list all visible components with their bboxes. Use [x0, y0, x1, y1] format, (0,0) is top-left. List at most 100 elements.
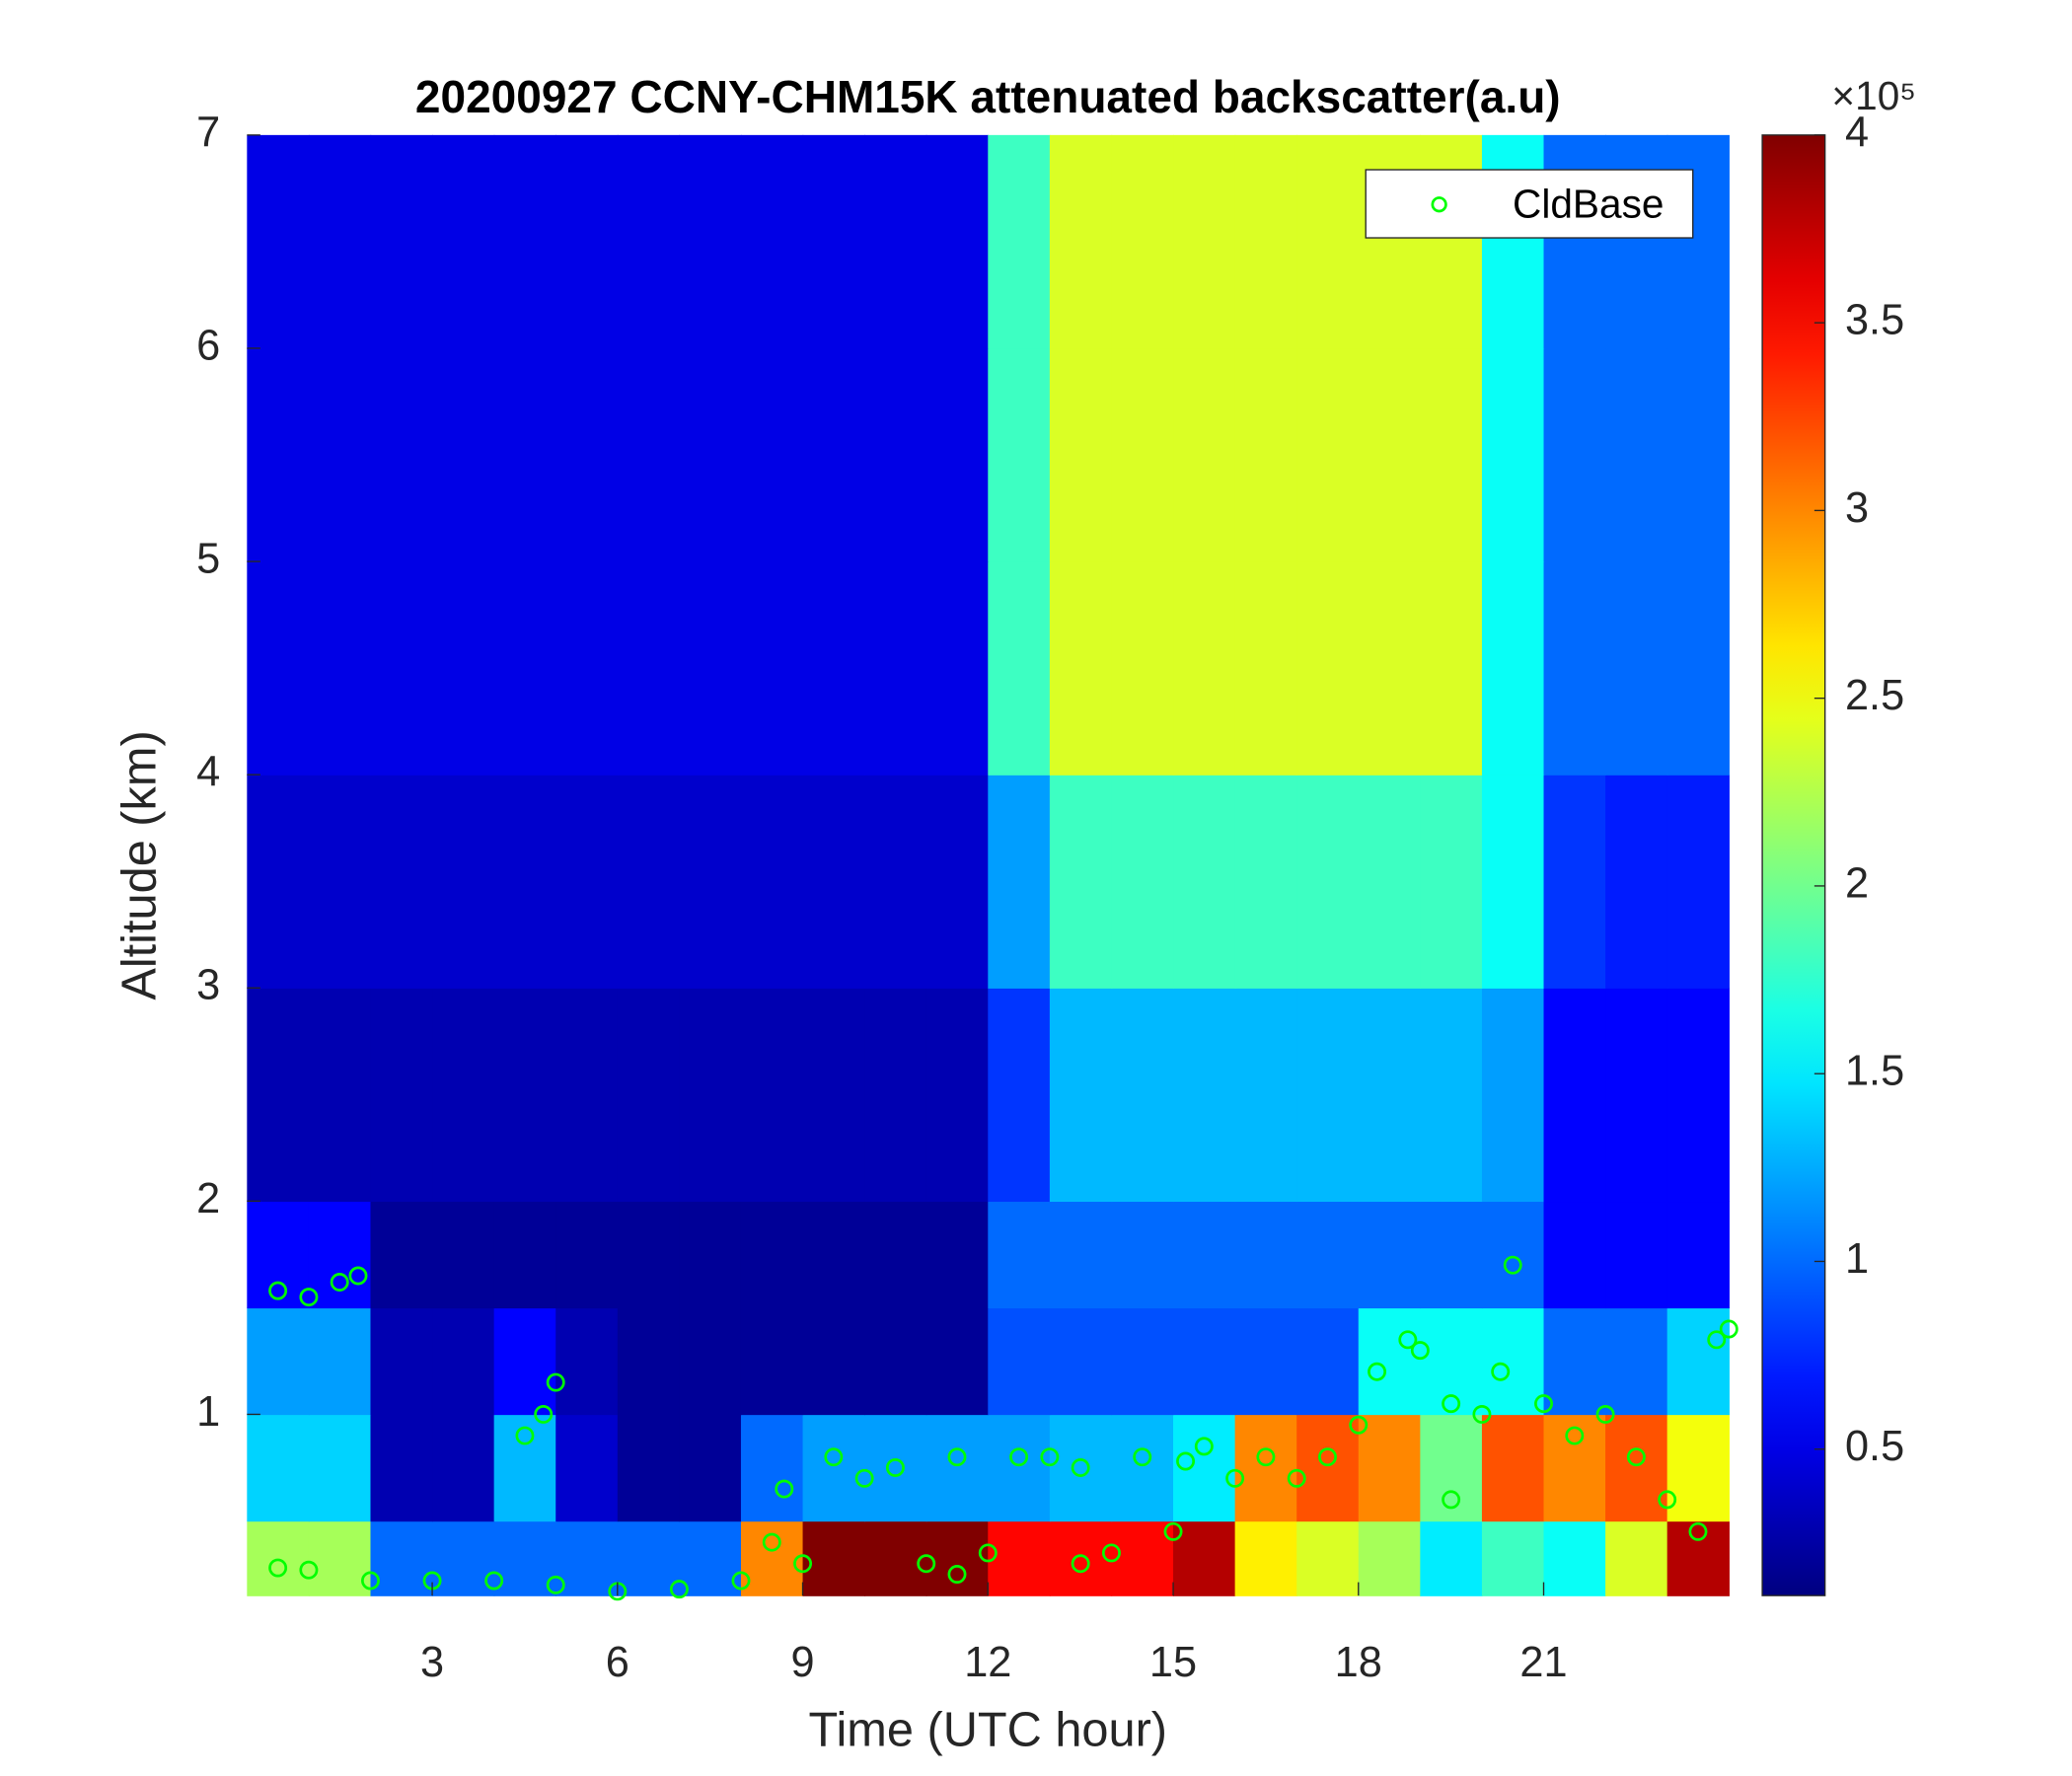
heatmap-cell	[308, 988, 372, 1203]
heatmap-cell	[370, 347, 433, 562]
heatmap-cell	[617, 1307, 681, 1416]
heatmap-cell	[370, 1307, 433, 1416]
heatmap-cell	[1543, 988, 1606, 1203]
heatmap-cell	[1420, 1414, 1483, 1522]
heatmap-cell	[617, 347, 681, 562]
cloud-base-point	[484, 1571, 504, 1591]
heatmap-cell	[1296, 1201, 1360, 1309]
heatmap-cell	[988, 347, 1051, 562]
cloud-base-point	[1398, 1330, 1418, 1350]
heatmap-cell	[925, 561, 989, 776]
cloud-base-point	[1101, 1543, 1121, 1563]
heatmap-cell	[247, 347, 310, 562]
heatmap-cell	[493, 134, 556, 349]
heatmap-cell	[1358, 1307, 1422, 1416]
heatmap-cell	[1666, 1414, 1730, 1522]
heatmap-cell	[370, 1201, 433, 1309]
heatmap-cell	[1543, 1307, 1606, 1416]
cloud-base-point	[1410, 1341, 1430, 1361]
cloud-base-point	[1503, 1255, 1522, 1275]
heatmap-cell	[493, 1520, 556, 1596]
heatmap-cell	[679, 775, 742, 989]
heatmap-cell	[1481, 134, 1545, 349]
heatmap-cell	[1049, 561, 1113, 776]
heatmap-cell	[432, 347, 495, 562]
heatmap-cell	[247, 134, 310, 349]
heatmap-cell	[925, 1201, 989, 1309]
chart-title: 20200927 CCNY-CHM15K attenuated backscat…	[415, 71, 1561, 122]
heatmap-cell	[1296, 561, 1360, 776]
heatmap-cell	[1234, 1414, 1297, 1522]
heatmap-cell	[802, 561, 865, 776]
heatmap-cell	[740, 1414, 804, 1522]
heatmap-cell	[1420, 988, 1483, 1203]
heatmap-cell	[1234, 1201, 1297, 1309]
heatmap-cell	[988, 1307, 1051, 1416]
heatmap-cell	[555, 1307, 619, 1416]
heatmap-cell	[864, 561, 927, 776]
heatmap-cell	[493, 561, 556, 776]
heatmap-cell	[1111, 134, 1174, 349]
heatmap-cell	[555, 561, 619, 776]
heatmap-cell	[1049, 988, 1113, 1203]
heatmap-cell	[617, 1414, 681, 1522]
cloud-base-point	[361, 1571, 380, 1591]
heatmap-cell	[1543, 1520, 1606, 1596]
heatmap-cell	[370, 1414, 433, 1522]
heatmap-cell	[308, 347, 372, 562]
x-tick-label: 15	[1149, 1639, 1197, 1686]
heatmap-cell	[1543, 775, 1606, 989]
heatmap-cell	[1296, 775, 1360, 989]
cloud-base-point	[1040, 1447, 1060, 1467]
heatmap-cell	[370, 134, 433, 349]
heatmap-cell	[1358, 1414, 1422, 1522]
heatmap-cell	[1605, 988, 1668, 1203]
cloud-base-point	[1163, 1521, 1183, 1541]
heatmap-cell	[1481, 988, 1545, 1203]
heatmap-cell	[679, 1414, 742, 1522]
heatmap-cell	[1420, 1201, 1483, 1309]
colorbar-tick-label: 2.5	[1845, 672, 1904, 719]
heatmap-cell	[740, 988, 804, 1203]
heatmap-cell	[1173, 134, 1236, 349]
heatmap-cell	[432, 1307, 495, 1416]
cloud-base-point	[1318, 1447, 1337, 1467]
heatmap-cell	[864, 1520, 927, 1596]
heatmap-cell	[740, 1201, 804, 1309]
heatmap-cell	[988, 1201, 1051, 1309]
heatmap-cell	[1481, 775, 1545, 989]
heatmap-cell	[1543, 1414, 1606, 1522]
heatmap-cell	[925, 134, 989, 349]
cloud-base-point	[885, 1458, 905, 1477]
colorbar-tick-label: 3	[1845, 484, 1869, 532]
x-tick-label: 12	[964, 1639, 1011, 1686]
legend-marker	[1431, 196, 1447, 213]
heatmap-cell	[617, 134, 681, 349]
heatmap-cell	[370, 1520, 433, 1596]
cloud-base-point	[1071, 1458, 1090, 1477]
heatmap-cell	[1605, 347, 1668, 562]
heatmap-cell	[1605, 561, 1668, 776]
heatmap-cell	[1234, 561, 1297, 776]
heatmap-cell	[493, 775, 556, 989]
cloud-base-point	[1287, 1468, 1306, 1488]
cloud-base-point	[793, 1554, 813, 1574]
cloud-base-point	[348, 1266, 368, 1286]
heatmap-cell	[617, 561, 681, 776]
y-tick-label: 2	[196, 1175, 220, 1222]
heatmap-cell	[432, 1201, 495, 1309]
heatmap-cell	[802, 1201, 865, 1309]
cloud-base-point	[534, 1404, 554, 1424]
cloud-base-point	[1688, 1521, 1708, 1541]
heatmap-cell	[432, 1520, 495, 1596]
heatmap-cell	[1049, 134, 1113, 349]
heatmap-cell	[432, 988, 495, 1203]
cloud-base-point	[268, 1558, 288, 1578]
heatmap-cell	[1481, 1414, 1545, 1522]
heatmap-cell	[1111, 988, 1174, 1203]
cloud-base-point	[1565, 1426, 1585, 1445]
heatmap-cell	[1234, 775, 1297, 989]
heatmap-cell	[988, 1414, 1051, 1522]
heatmap-cell	[1358, 1201, 1422, 1309]
